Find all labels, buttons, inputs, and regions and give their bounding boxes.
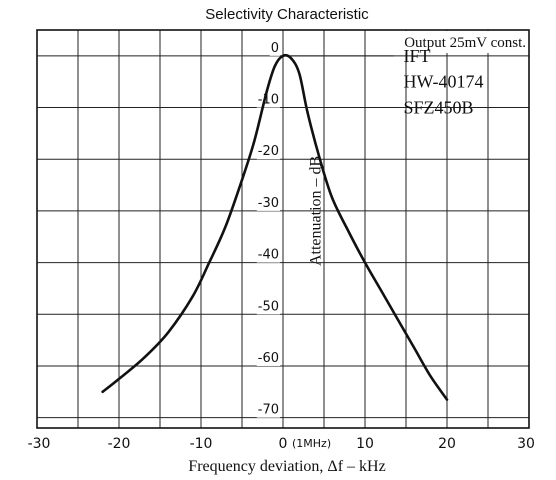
legend-text-part-number: HW-40174: [404, 72, 484, 92]
y-tick-label-background: [256, 402, 280, 418]
annotation-box-background: [400, 31, 528, 53]
y-tick-label: -60: [258, 351, 279, 366]
legend-text-ift: IFT: [404, 46, 431, 66]
x-tick-label: 30: [517, 436, 535, 452]
y-tick-label: -70: [258, 403, 279, 418]
y-tick-label: -10: [258, 93, 279, 108]
chart-title: Selectivity Characteristic: [205, 6, 369, 23]
x-axis-label: Frequency deviation, Δf – kHz: [188, 458, 385, 475]
x-tick-label: -30: [28, 436, 51, 452]
legend-text-sfz: SFZ450B: [404, 98, 474, 118]
y-tick-label: -30: [258, 196, 279, 211]
x-tick-center-note: (1MHz): [292, 437, 331, 450]
selectivity-curve: [101, 53, 449, 401]
y-tick-label: -20: [258, 144, 279, 159]
condition-note: Output 25mV const.: [404, 35, 526, 51]
y-tick-label-background: [256, 350, 280, 366]
x-tick-label: 0: [279, 436, 288, 452]
x-tick-labels: -30 -20 -10 0 10 20 30 (1MHz): [28, 436, 535, 452]
y-tick-label: -50: [258, 299, 279, 314]
y-tick-label-background: [269, 40, 280, 56]
y-tick-label-background: [256, 299, 280, 315]
y-tick-label-background: [256, 144, 280, 160]
plot-frame: [36, 29, 530, 429]
y-tick-label-background: [256, 247, 280, 263]
legend-block: IFT HW-40174 SFZ450B: [289, 46, 484, 118]
x-tick-label: -10: [190, 436, 213, 452]
y-tick-label: -40: [258, 248, 279, 263]
y-tick-label: 0: [271, 41, 279, 56]
annotation-box: Output 25mV const.: [400, 31, 528, 53]
x-tick-label: 20: [438, 436, 456, 452]
y-tick-label-background: [256, 195, 280, 211]
x-tick-label: -20: [108, 436, 131, 452]
y-axis-label: Attenuation – dB: [308, 156, 325, 266]
grid-lines: [37, 30, 529, 428]
x-tick-label: 10: [356, 436, 374, 452]
y-tick-labels: 0 -10 -20 -30 -40 -50 -60 -70: [256, 40, 280, 418]
